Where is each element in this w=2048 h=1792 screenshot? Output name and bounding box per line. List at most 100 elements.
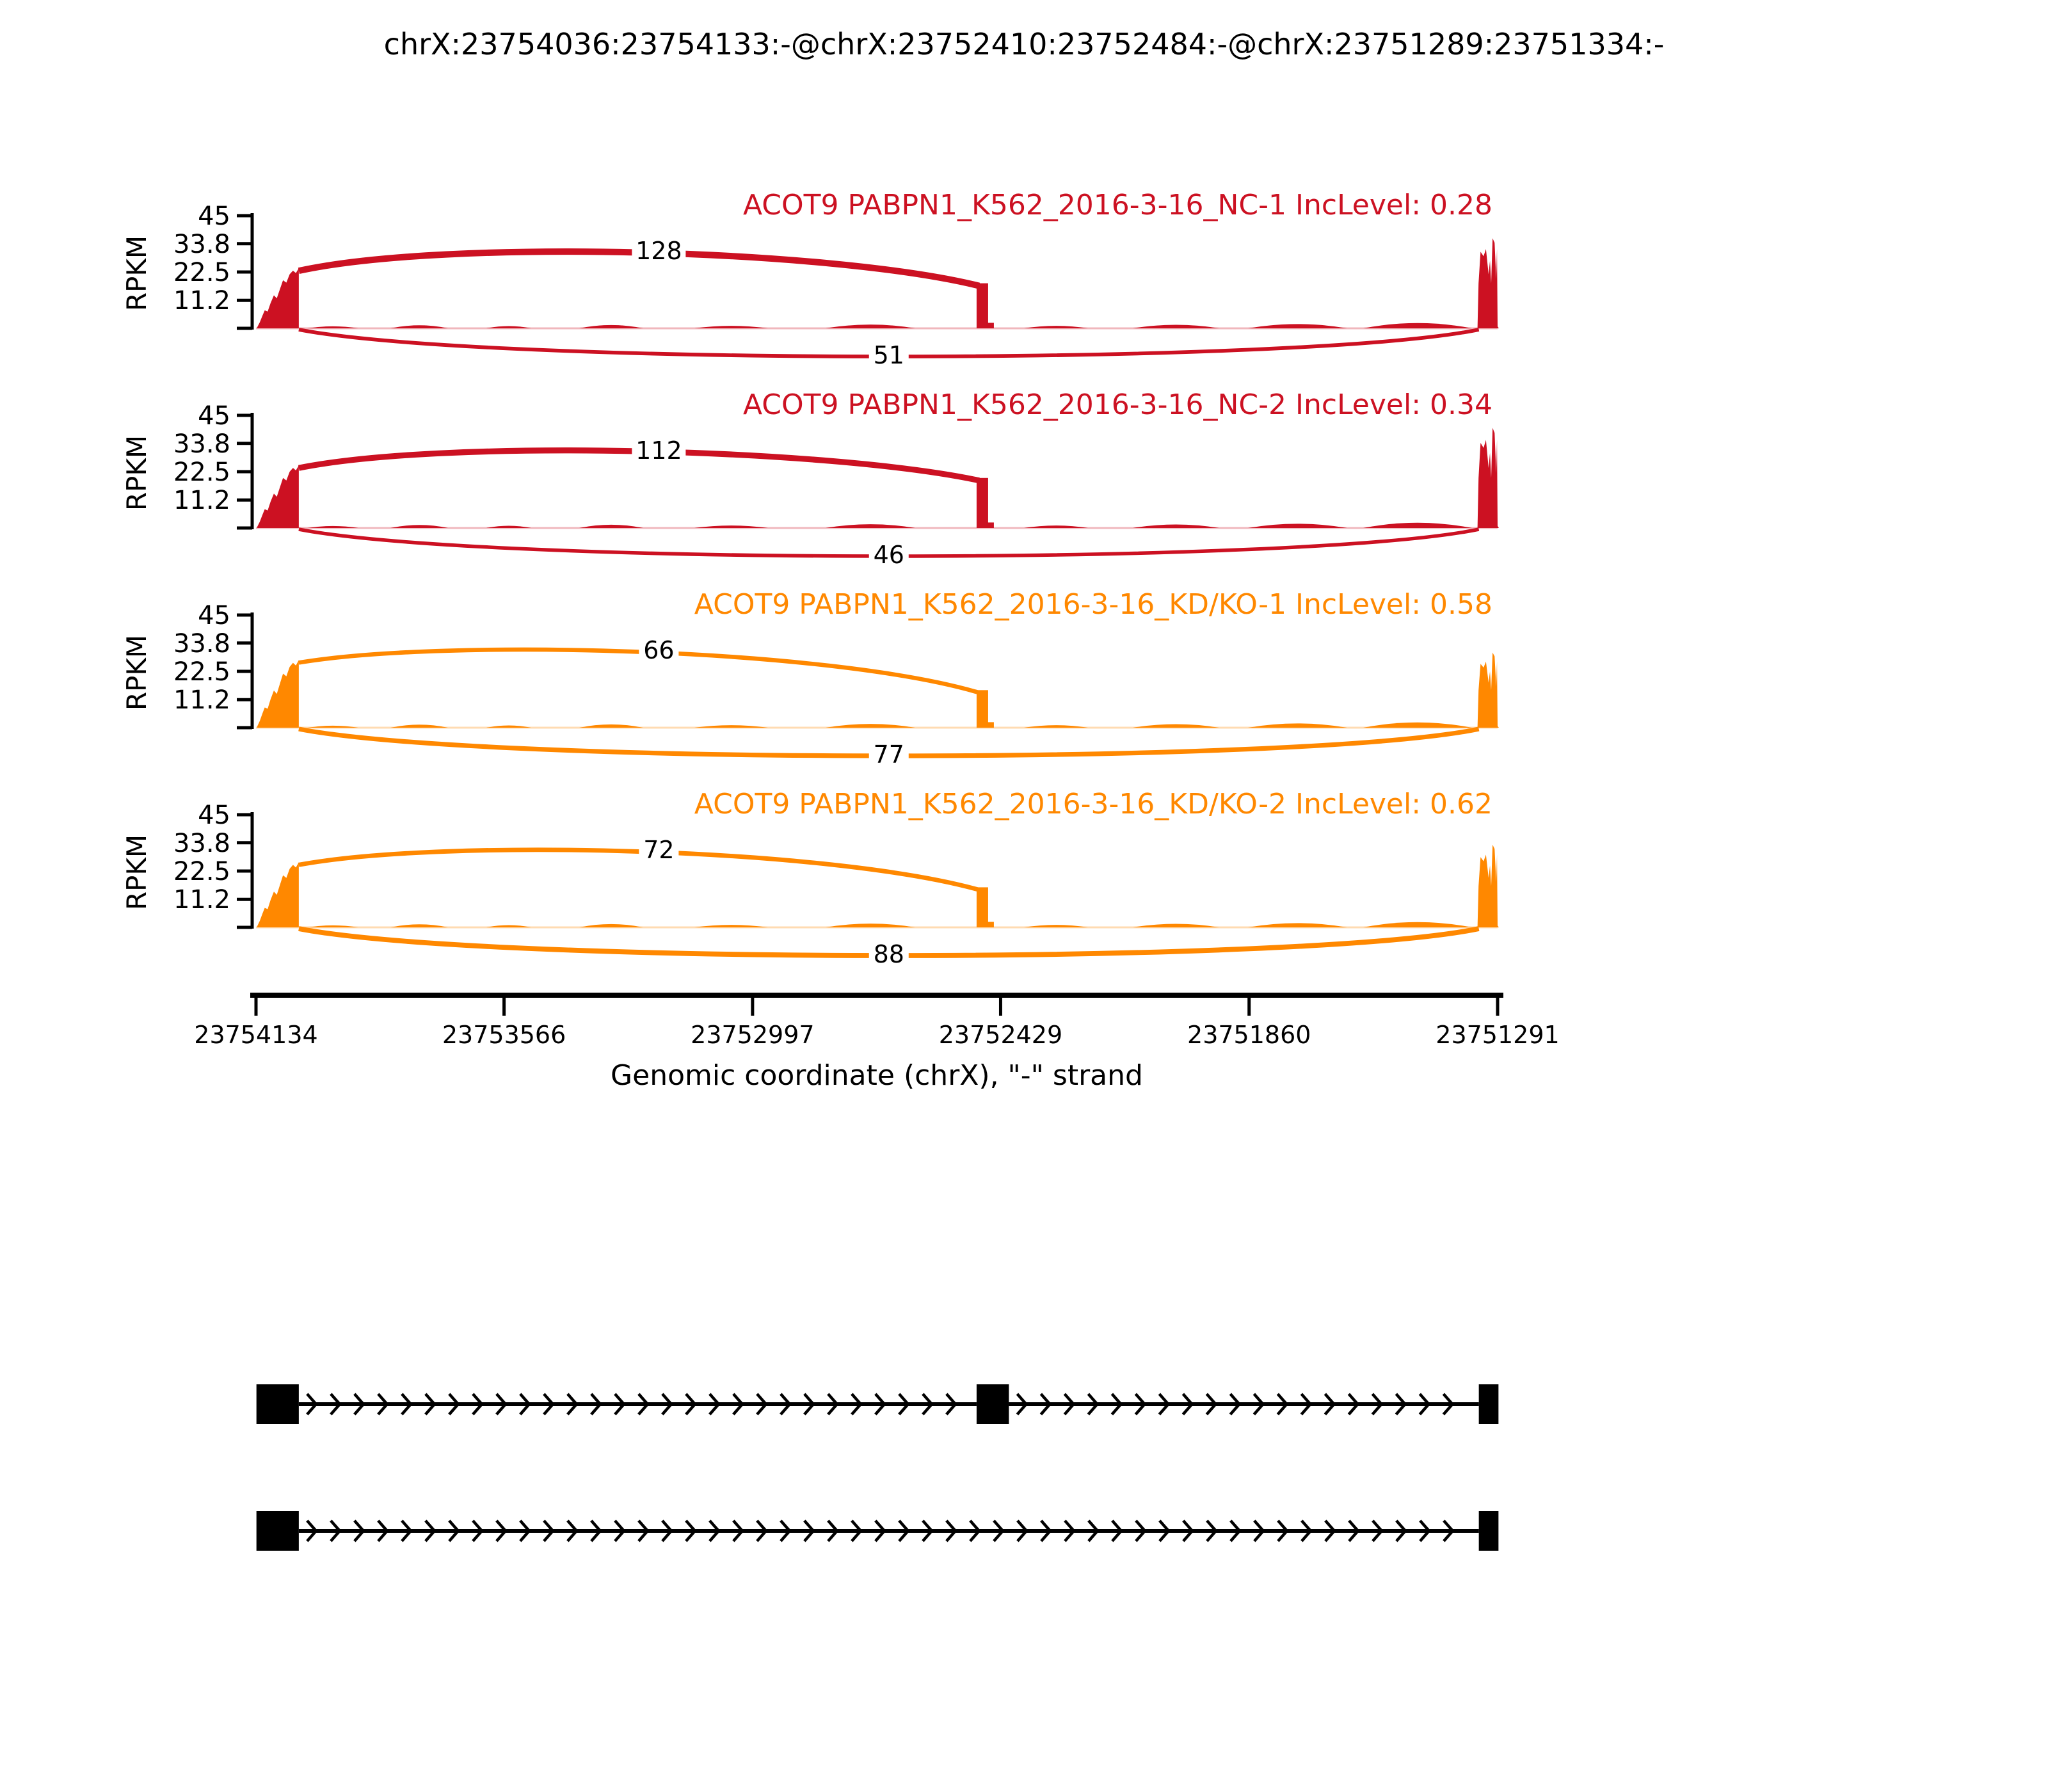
y-tick-label: 45: [198, 801, 230, 830]
right-exon-coverage: [1477, 652, 1499, 728]
y-tick-label: 22.5: [173, 657, 230, 687]
x-axis-tick: [751, 998, 755, 1016]
y-tick-label: 33.8: [173, 230, 230, 259]
strand-arrow-icon: [1253, 1519, 1265, 1542]
right-exon-coverage: [1477, 428, 1499, 528]
strand-arrow-icon: [1443, 1519, 1455, 1542]
right-exon-coverage: [1477, 238, 1499, 328]
strand-arrow-icon: [969, 1519, 981, 1542]
strand-arrow-icon: [1277, 1519, 1289, 1542]
coverage-noise: [1248, 524, 1347, 528]
strand-arrow-icon: [543, 1519, 555, 1542]
strand-arrow-icon: [566, 1393, 579, 1416]
strand-arrow-icon: [993, 1519, 1005, 1542]
y-tick-label: 22.5: [173, 857, 230, 886]
coverage-noise: [1133, 524, 1219, 528]
inclusion-junction-arc: [298, 647, 980, 695]
coverage-noise: [579, 924, 643, 927]
coverage-noise: [307, 925, 358, 927]
y-tick-label: 33.8: [173, 429, 230, 459]
strand-arrow-icon: [1110, 1393, 1123, 1416]
skipped-exon-coverage-shoulder: [987, 722, 994, 728]
coverage-noise: [390, 924, 448, 927]
strand-arrow-icon: [708, 1393, 721, 1416]
coverage-noise: [390, 525, 448, 528]
coverage-noise: [826, 924, 915, 927]
x-tick-label: 23752997: [691, 1021, 814, 1049]
x-tick-label: 23752429: [939, 1021, 1062, 1049]
strand-arrow-icon: [827, 1393, 839, 1416]
strand-arrow-icon: [306, 1393, 318, 1416]
coverage-noise: [826, 524, 915, 528]
x-axis-tick: [1247, 998, 1251, 1016]
coverage-noise: [1133, 724, 1219, 728]
strand-arrow-icon: [1016, 1393, 1028, 1416]
skipped-exon-coverage: [976, 477, 988, 528]
coverage-noise: [1133, 324, 1219, 328]
x-axis-tick: [502, 998, 506, 1016]
coverage-noise: [1248, 923, 1347, 927]
strand-arrow-icon: [922, 1519, 934, 1542]
strand-arrow-icon: [1111, 1519, 1123, 1542]
strand-arrow-icon: [377, 1393, 389, 1416]
inclusion-junction-arc: [298, 847, 980, 892]
x-tick-label: 23753566: [442, 1021, 566, 1049]
y-axis-title: RPKM: [121, 435, 152, 511]
coverage-noise: [826, 324, 915, 328]
strand-arrow-icon: [898, 1393, 910, 1416]
x-tick-label: 23754134: [194, 1021, 317, 1049]
track-title: ACOT9 PABPN1_K562_2016-3-16_NC-2 IncLeve…: [743, 388, 1492, 421]
coverage-noise: [1248, 324, 1347, 328]
strand-arrow-icon: [1324, 1393, 1336, 1416]
coverage-noise: [390, 724, 448, 728]
strand-arrow-icon: [780, 1393, 792, 1416]
coverage-noise: [1024, 326, 1088, 328]
exon-box: [256, 1511, 299, 1551]
exon-box: [256, 1384, 299, 1424]
strand-arrow-icon: [732, 1393, 744, 1416]
strand-arrow-icon: [732, 1519, 744, 1542]
inclusion-junction-count: 128: [636, 237, 682, 265]
coverage-noise: [1363, 722, 1472, 728]
coverage-noise: [1248, 723, 1347, 728]
y-tick-label: 45: [198, 202, 230, 231]
skipped-exon-coverage: [976, 887, 988, 927]
left-exon-coverage: [257, 660, 299, 728]
strand-arrow-icon: [472, 1519, 484, 1542]
strand-arrow-icon: [1016, 1519, 1028, 1542]
track-title: ACOT9 PABPN1_K562_2016-3-16_KD/KO-1 IncL…: [694, 588, 1492, 621]
strand-arrow-icon: [1300, 1519, 1313, 1542]
y-tick-label: 45: [198, 401, 230, 431]
strand-arrow-icon: [1395, 1393, 1407, 1416]
strand-arrow-icon: [353, 1519, 365, 1542]
skipping-junction-count: 51: [874, 341, 904, 369]
strand-arrow-icon: [1063, 1393, 1076, 1416]
strand-arrow-icon: [1347, 1393, 1360, 1416]
track-title: ACOT9 PABPN1_K562_2016-3-16_KD/KO-2 IncL…: [694, 788, 1492, 820]
skipping-junction-count: 88: [874, 940, 904, 968]
skipped-exon-coverage-shoulder: [987, 922, 994, 927]
strand-arrow-icon: [661, 1393, 673, 1416]
strand-arrow-icon: [1252, 1393, 1265, 1416]
strand-arrow-icon: [306, 1519, 318, 1542]
strand-arrow-icon: [1158, 1393, 1171, 1416]
strand-arrow-icon: [922, 1393, 934, 1416]
skipping-junction-count: 77: [874, 740, 904, 769]
y-tick-label: 33.8: [173, 829, 230, 858]
left-exon-coverage: [257, 862, 299, 927]
strand-arrow-icon: [519, 1393, 531, 1416]
y-tick-label: 45: [198, 601, 230, 630]
strand-arrow-icon: [898, 1519, 910, 1542]
strand-arrow-icon: [1064, 1519, 1076, 1542]
exon-box: [976, 1384, 1009, 1424]
strand-arrow-icon: [1181, 1393, 1194, 1416]
strand-arrow-icon: [1371, 1393, 1384, 1416]
coverage-noise: [694, 326, 768, 328]
coverage-noise: [307, 725, 358, 728]
coverage-noise: [1024, 525, 1088, 528]
strand-arrow-icon: [590, 1393, 602, 1416]
track-title: ACOT9 PABPN1_K562_2016-3-16_NC-1 IncLeve…: [743, 189, 1492, 221]
skipping-junction-count-bg: [868, 538, 909, 570]
coverage-noise: [390, 325, 448, 328]
